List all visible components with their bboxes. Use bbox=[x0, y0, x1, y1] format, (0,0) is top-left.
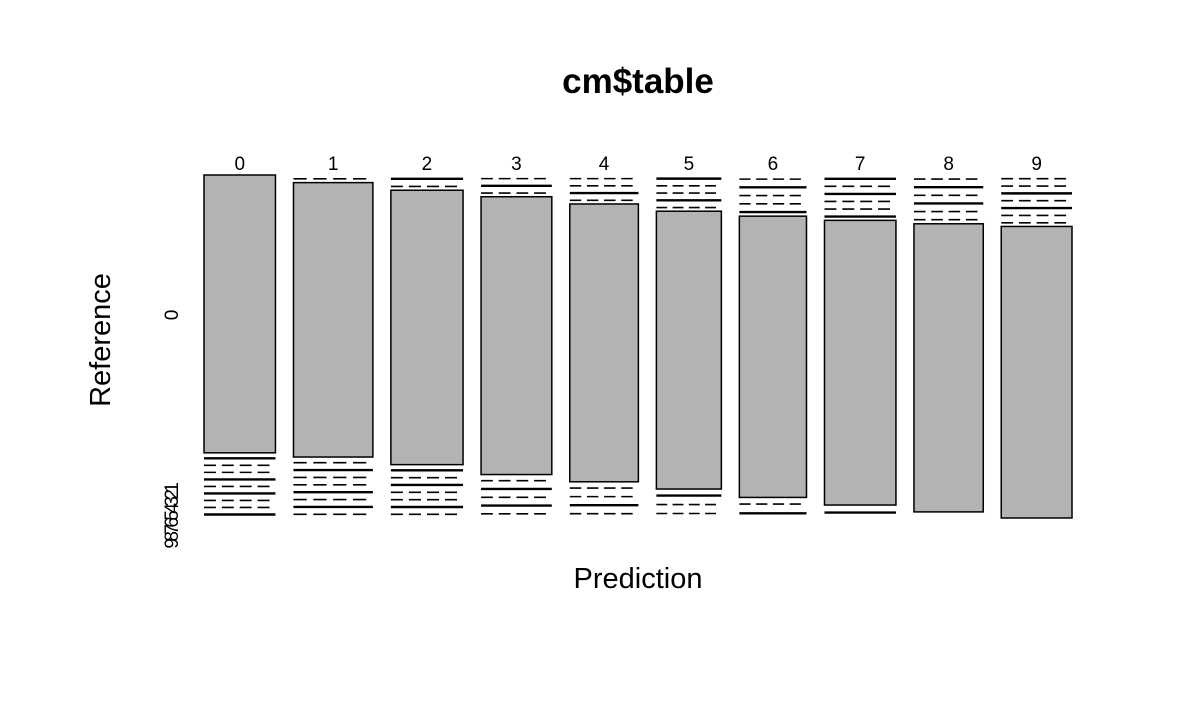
y-tick-1: 1 bbox=[162, 482, 183, 493]
x-tick-2: 2 bbox=[422, 154, 433, 175]
y-tick-0: 0 bbox=[162, 310, 183, 321]
x-tick-7: 7 bbox=[855, 154, 866, 175]
tile-prediction-6-reference-0 bbox=[738, 215, 808, 499]
tile-prediction-9-reference-0 bbox=[1000, 225, 1073, 519]
y-tick-6: 6 bbox=[162, 517, 183, 528]
x-tick-8: 8 bbox=[943, 154, 954, 175]
x-tick-1: 1 bbox=[328, 154, 339, 175]
chart-title: cm$table bbox=[562, 62, 714, 101]
x-tick-0: 0 bbox=[234, 154, 245, 175]
y-tick-4: 4 bbox=[162, 503, 183, 514]
tile-prediction-3-reference-0 bbox=[480, 195, 553, 476]
x-tick-5: 5 bbox=[684, 154, 695, 175]
y-tick-5: 5 bbox=[162, 510, 183, 521]
minor-cell-lines bbox=[204, 177, 1072, 516]
x-tick-labels: 0 1 2 3 4 5 6 7 8 9 bbox=[234, 154, 1041, 175]
x-tick-9: 9 bbox=[1031, 154, 1042, 175]
tile-prediction-5-reference-0 bbox=[655, 210, 723, 490]
y-tick-8: 8 bbox=[162, 531, 183, 542]
tile-prediction-7-reference-0 bbox=[823, 219, 897, 506]
x-axis-label: Prediction bbox=[574, 563, 703, 595]
tile-prediction-1-reference-0 bbox=[292, 181, 374, 458]
tile-prediction-0-reference-0 bbox=[203, 174, 277, 454]
x-tick-4: 4 bbox=[599, 154, 610, 175]
tile-prediction-8-reference-0 bbox=[913, 223, 985, 513]
y-tick-2: 2 bbox=[162, 489, 183, 500]
y-tick-7: 7 bbox=[162, 524, 183, 535]
y-tick-9: 9 bbox=[162, 538, 183, 549]
tile-prediction-2-reference-0 bbox=[390, 189, 464, 466]
y-axis-label: Reference bbox=[85, 273, 117, 407]
y-tick-3: 3 bbox=[162, 496, 183, 507]
tile-prediction-4-reference-0 bbox=[569, 203, 640, 483]
mosaic-tiles bbox=[203, 174, 1073, 519]
x-tick-6: 6 bbox=[768, 154, 779, 175]
x-tick-3: 3 bbox=[511, 154, 522, 175]
